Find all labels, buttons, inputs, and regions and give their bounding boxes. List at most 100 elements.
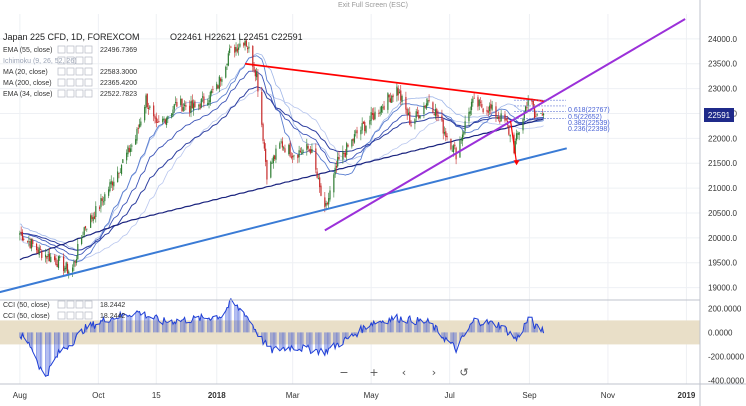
cci-label[interactable]: CCI (50, close) <box>3 302 50 309</box>
candle-body <box>140 121 142 126</box>
candle-body <box>158 121 160 123</box>
legend-icon <box>84 89 93 98</box>
candle-body <box>37 249 39 254</box>
x-tick-label: Jul <box>445 391 455 400</box>
candle-body <box>227 53 229 66</box>
candle-body <box>347 144 349 147</box>
candle-body <box>165 118 168 125</box>
candle-body <box>518 132 520 135</box>
candle-body <box>102 201 105 203</box>
candle-body <box>391 96 393 103</box>
candle-body <box>182 107 184 111</box>
candle-body <box>382 107 384 109</box>
candle-body <box>256 72 258 78</box>
candle-body <box>469 111 471 114</box>
candle-body <box>418 115 420 119</box>
candle-body <box>104 194 106 202</box>
candle-body <box>172 109 174 116</box>
candle-body <box>488 105 491 112</box>
candle-body <box>337 156 339 167</box>
candle-body <box>280 141 282 143</box>
candle-body <box>265 148 267 162</box>
red-resistance-trendline <box>244 62 544 102</box>
candle-body <box>536 114 538 116</box>
candle-body <box>495 106 497 118</box>
candle-body <box>397 88 399 96</box>
cci-label[interactable]: CCI (50, close) <box>3 313 50 320</box>
indicator-label[interactable]: MA (200, close) <box>3 80 52 87</box>
ichimoku-span-b <box>19 89 544 262</box>
candle-body <box>220 78 222 82</box>
purple-trendline <box>324 18 686 232</box>
candles <box>19 38 545 279</box>
indicator-label[interactable]: EMA (55, close) <box>3 47 52 54</box>
candle-body <box>442 119 444 134</box>
arrow-right-icon[interactable]: › <box>431 366 437 379</box>
x-tick-label: 15 <box>152 391 161 400</box>
ma-200-line <box>19 118 544 261</box>
candle-body <box>131 145 133 147</box>
candle-body <box>192 103 195 110</box>
candle-body <box>32 239 34 245</box>
arrow-left-icon[interactable]: ‹ <box>401 366 407 379</box>
candle-body <box>396 86 398 96</box>
indicator-label[interactable]: EMA (34, close) <box>3 91 52 98</box>
indicator-value: 22496.7369 <box>100 47 137 54</box>
candle-body <box>398 91 401 94</box>
legend-icon <box>84 56 93 65</box>
legend-icon <box>57 78 66 87</box>
candle-body <box>245 40 247 47</box>
candle-body <box>93 216 96 219</box>
cci-band <box>0 320 700 345</box>
red-arrow-head <box>513 160 520 166</box>
candle-body <box>526 107 528 109</box>
candle-body <box>486 110 488 112</box>
symbol-title: Japan 225 CFD, 1D, FOREXCOM <box>3 32 140 42</box>
candle-body <box>138 124 141 128</box>
candle-body <box>401 95 403 103</box>
exit-fullscreen-label[interactable]: Exit Full Screen (ESC) <box>338 2 408 9</box>
legend-icon <box>84 45 93 54</box>
legend-icon <box>66 67 75 76</box>
candle-body <box>460 139 462 141</box>
indicator-label[interactable]: MA (20, close) <box>3 69 48 76</box>
candle-body <box>55 258 57 265</box>
candle-body <box>110 181 112 185</box>
candle-body <box>342 150 344 160</box>
candle-body <box>247 47 249 50</box>
candle-body <box>522 118 524 131</box>
candle-body <box>275 148 277 160</box>
x-tick-label: 2018 <box>208 391 226 400</box>
legend-icon <box>75 56 84 65</box>
candle-body <box>92 217 94 221</box>
indicator-legend: EMA (55, close) 22496.7369 Ichimoku (9, … <box>3 45 137 320</box>
legend-icon <box>75 67 84 76</box>
legend-icon <box>66 45 75 54</box>
plus-icon[interactable]: + <box>369 366 379 379</box>
minus-icon[interactable]: − <box>339 366 349 379</box>
candle-body <box>301 152 303 154</box>
cci-value: 18.2442 <box>100 302 125 309</box>
indicator-label[interactable]: Ichimoku (9, 26, 52, 26) <box>3 58 77 65</box>
y-tick-label: 19000.0 <box>708 284 737 293</box>
legend-icon-group[interactable] <box>57 45 93 320</box>
x-tick-label: Aug <box>13 391 27 400</box>
candle-body <box>180 98 182 105</box>
candle-body <box>194 101 196 108</box>
reset-icon[interactable]: ↺ <box>459 366 469 379</box>
candle-body <box>343 152 345 155</box>
candle-body <box>263 142 265 149</box>
candle-body <box>344 152 347 157</box>
candle-body <box>428 100 430 101</box>
candle-body <box>173 104 175 110</box>
y-tick-label: 20500.0 <box>708 209 737 218</box>
candle-body <box>464 121 466 131</box>
legend-icon <box>84 300 93 309</box>
candle-body <box>414 119 416 124</box>
candle-body <box>374 111 376 119</box>
candle-body <box>163 118 165 121</box>
candle-body <box>144 106 146 121</box>
candle-body <box>20 231 22 234</box>
candle-body <box>183 104 186 106</box>
legend-icon <box>57 300 66 309</box>
